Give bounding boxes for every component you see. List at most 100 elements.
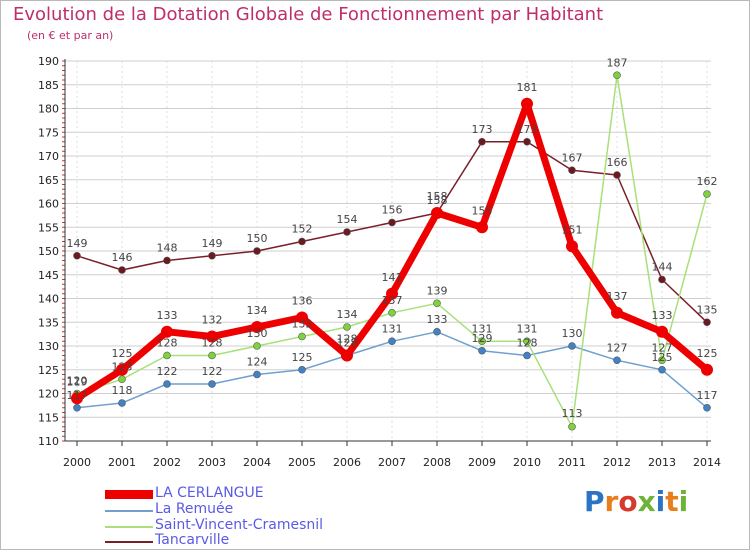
data-label: 139 — [427, 284, 448, 297]
x-tick-label: 2005 — [288, 456, 316, 469]
data-point — [388, 337, 396, 346]
data-point — [253, 342, 261, 350]
y-tick-label: 190 — [38, 55, 59, 68]
data-label: 131 — [517, 322, 538, 335]
data-label: 155 — [472, 204, 493, 217]
data-label: 127 — [652, 341, 673, 354]
data-label: 173 — [472, 123, 493, 136]
data-label: 150 — [247, 232, 268, 245]
data-label: 127 — [607, 341, 628, 354]
x-tick-label: 2014 — [693, 456, 721, 469]
logo-letter: t — [665, 485, 679, 518]
legend-swatch — [105, 490, 153, 499]
data-label: 118 — [112, 384, 133, 397]
data-label: 120 — [67, 375, 88, 388]
data-point — [703, 318, 711, 327]
logo-letter: x — [637, 485, 656, 518]
x-tick-label: 2012 — [603, 456, 631, 469]
data-point — [656, 325, 668, 338]
data-point — [253, 370, 261, 379]
data-label: 144 — [652, 261, 673, 274]
data-label: 117 — [697, 389, 718, 402]
data-label: 119 — [67, 375, 88, 388]
data-label: 167 — [562, 151, 583, 164]
legend-label: Saint-Vincent-Cramesnil — [155, 517, 324, 533]
data-label: 137 — [382, 294, 403, 307]
data-label: 149 — [202, 237, 223, 250]
data-label: 122 — [202, 365, 223, 378]
y-tick-label: 185 — [38, 79, 59, 92]
grid-lines — [65, 60, 711, 442]
y-tick-label: 140 — [38, 293, 59, 306]
data-label: 154 — [337, 213, 358, 226]
data-point — [251, 321, 263, 333]
data-point — [613, 171, 621, 179]
data-point — [611, 306, 623, 319]
data-point — [386, 287, 398, 300]
series-lines — [71, 71, 713, 431]
data-label: 128 — [517, 337, 538, 350]
data-label: 123 — [112, 360, 133, 373]
legend-label: LA CERLANGUE — [155, 485, 264, 501]
data-label: 135 — [697, 303, 718, 316]
data-point — [206, 330, 218, 343]
x-tick-label: 2013 — [648, 456, 676, 469]
data-point — [523, 137, 531, 146]
data-point — [568, 342, 576, 350]
x-tick-label: 2010 — [513, 456, 541, 469]
data-point — [478, 346, 486, 355]
data-point — [208, 251, 216, 260]
data-point — [388, 308, 396, 317]
data-point — [163, 256, 171, 265]
data-label: 125 — [697, 347, 718, 360]
data-label: 128 — [337, 337, 358, 350]
logo-letter: i — [655, 485, 666, 518]
data-label: 133 — [427, 313, 448, 326]
data-point — [163, 351, 171, 360]
data-label: 181 — [517, 81, 538, 94]
data-point — [343, 323, 351, 331]
data-label: 134 — [247, 304, 268, 317]
x-tick-label: 2001 — [108, 456, 136, 469]
data-label: 162 — [697, 175, 718, 188]
data-label: 146 — [112, 251, 133, 264]
legend-label: La Remuée — [155, 501, 234, 517]
x-tick-label: 2002 — [153, 456, 181, 469]
y-tick-label: 115 — [38, 411, 59, 424]
chart-subtitle: (en € et par an) — [27, 29, 114, 42]
data-point — [433, 299, 441, 308]
y-tick-label: 180 — [38, 103, 59, 116]
x-tick-label: 2006 — [333, 456, 361, 469]
data-point — [163, 380, 171, 388]
data-label: 131 — [472, 322, 493, 335]
data-point — [118, 375, 126, 384]
logo-letter: o — [618, 485, 638, 518]
data-label: 158 — [427, 194, 448, 207]
data-point — [431, 207, 443, 219]
y-tick-label: 160 — [38, 198, 59, 211]
data-point — [296, 311, 308, 324]
data-point — [523, 337, 531, 346]
data-point — [73, 403, 81, 412]
data-point — [118, 266, 126, 274]
data-label: 113 — [562, 407, 583, 420]
data-point — [703, 190, 711, 198]
x-tick-label: 2000 — [63, 456, 91, 469]
data-label: 187 — [607, 56, 628, 69]
data-label: 131 — [382, 322, 403, 335]
y-tick-label: 175 — [38, 126, 59, 139]
data-point — [116, 363, 128, 376]
data-label: 173 — [517, 123, 538, 136]
x-tick-label: 2004 — [243, 456, 271, 469]
data-label: 133 — [157, 309, 178, 322]
legend-swatch — [105, 541, 153, 543]
data-point — [208, 351, 216, 360]
data-label: 130 — [562, 327, 583, 340]
logo-letter: P — [584, 485, 605, 518]
data-point — [118, 399, 126, 407]
data-label: 149 — [67, 237, 88, 250]
data-label: 129 — [472, 332, 493, 345]
data-point — [703, 403, 711, 412]
y-tick-label: 145 — [38, 269, 59, 282]
